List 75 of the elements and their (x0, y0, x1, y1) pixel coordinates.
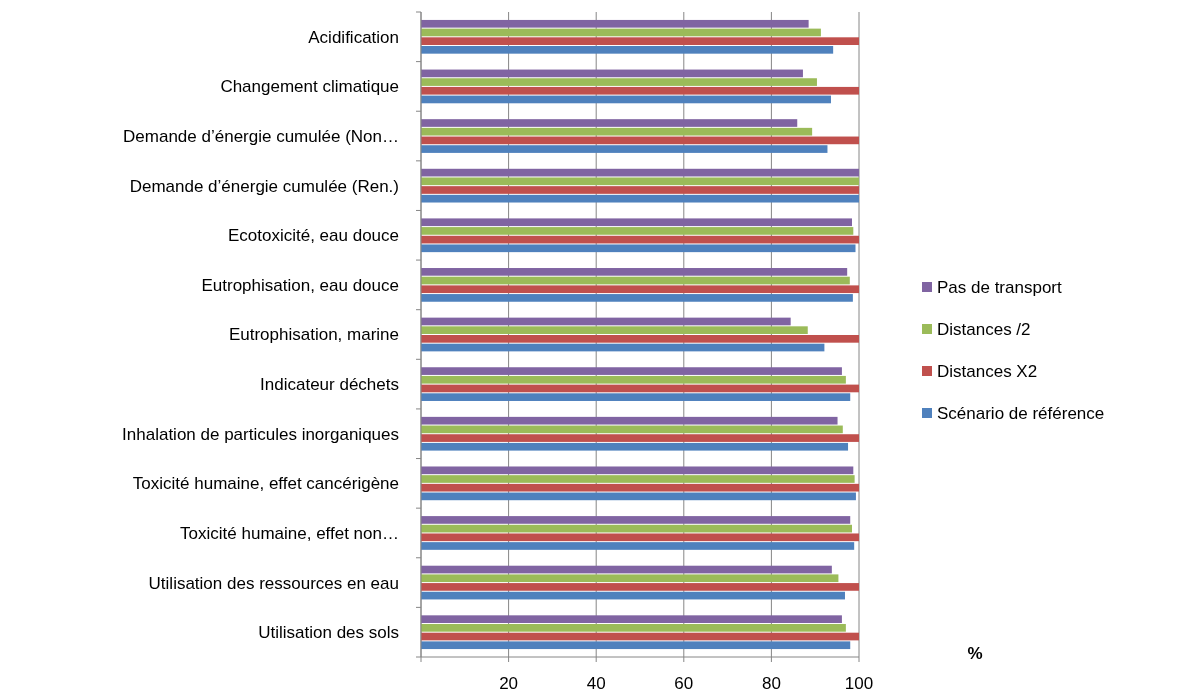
bar (421, 492, 856, 501)
bar (421, 218, 852, 227)
y-tick-label: Inhalation de particules inorganiques (122, 424, 399, 444)
bar (421, 186, 859, 194)
bar (421, 632, 859, 641)
x-tick-label: 80 (761, 674, 781, 693)
bar (421, 268, 848, 276)
bar (421, 145, 828, 153)
y-tick-label: Indicateur déchets (260, 375, 399, 395)
bar (421, 384, 859, 393)
bar (421, 285, 859, 294)
bar (421, 335, 859, 343)
y-tick-label: Eutrophisation, marine (228, 325, 399, 345)
x-tick-label: 60 (674, 674, 694, 693)
legend-label: Scénario de référence (937, 403, 1105, 423)
bar (421, 276, 850, 285)
bar (421, 416, 838, 425)
bar (421, 37, 859, 45)
bar (421, 574, 839, 583)
bar (421, 227, 854, 235)
bar (421, 375, 846, 384)
bar (421, 442, 849, 451)
bar (421, 367, 842, 375)
bar (421, 317, 791, 326)
bar (421, 127, 813, 136)
bar (421, 294, 853, 302)
legend-label: Pas de transport (937, 277, 1063, 297)
y-tick-label: Toxicité humaine, effet cancérigène (132, 474, 399, 494)
x-tick-label: 100 (844, 674, 874, 693)
bar (421, 583, 859, 591)
bar (421, 177, 859, 186)
x-tick-label: 40 (586, 674, 606, 693)
bar (421, 235, 859, 244)
x-tick-label: 20 (499, 674, 519, 693)
y-tick-label: Changement climatique (220, 77, 399, 97)
bar (421, 483, 859, 492)
bar (421, 466, 854, 475)
legend-label: Distances /2 (937, 319, 1031, 339)
bar (421, 326, 808, 334)
bar (421, 244, 856, 253)
bar (421, 28, 821, 37)
bar (421, 136, 859, 145)
bar (421, 591, 845, 600)
bar (421, 516, 851, 524)
bar (421, 533, 859, 542)
y-tick-label: Utilisation des sols (258, 623, 399, 643)
bar (421, 168, 859, 177)
legend-label: Distances X2 (937, 361, 1038, 381)
bar (421, 425, 843, 434)
y-tick-label: Ecotoxicité, eau douce (227, 226, 399, 246)
y-tick-label: Demande d’énergie cumulée (Ren.) (129, 176, 399, 196)
bar (421, 624, 846, 632)
bar (421, 45, 834, 54)
bar (421, 119, 798, 127)
bar (421, 615, 842, 624)
bar (421, 565, 832, 574)
y-tick-label: Utilisation des ressources en eau (148, 573, 399, 593)
y-tick-label: Eutrophisation, eau douce (201, 275, 399, 295)
bar (421, 475, 855, 483)
bar (421, 19, 809, 28)
text: % (967, 644, 983, 663)
bar (421, 69, 803, 78)
bar (421, 86, 859, 95)
bar (421, 95, 831, 104)
bar (421, 194, 859, 203)
bar (421, 393, 851, 401)
y-tick-label: Demande d’énergie cumulée (Non… (123, 126, 399, 146)
bar (421, 343, 825, 352)
bar (421, 641, 851, 650)
y-tick-label: Toxicité humaine, effet non… (180, 523, 399, 543)
bar (421, 542, 855, 550)
bar (421, 524, 852, 533)
bar (421, 78, 817, 86)
bar (421, 434, 859, 442)
y-tick-label: Acidification (308, 27, 399, 47)
